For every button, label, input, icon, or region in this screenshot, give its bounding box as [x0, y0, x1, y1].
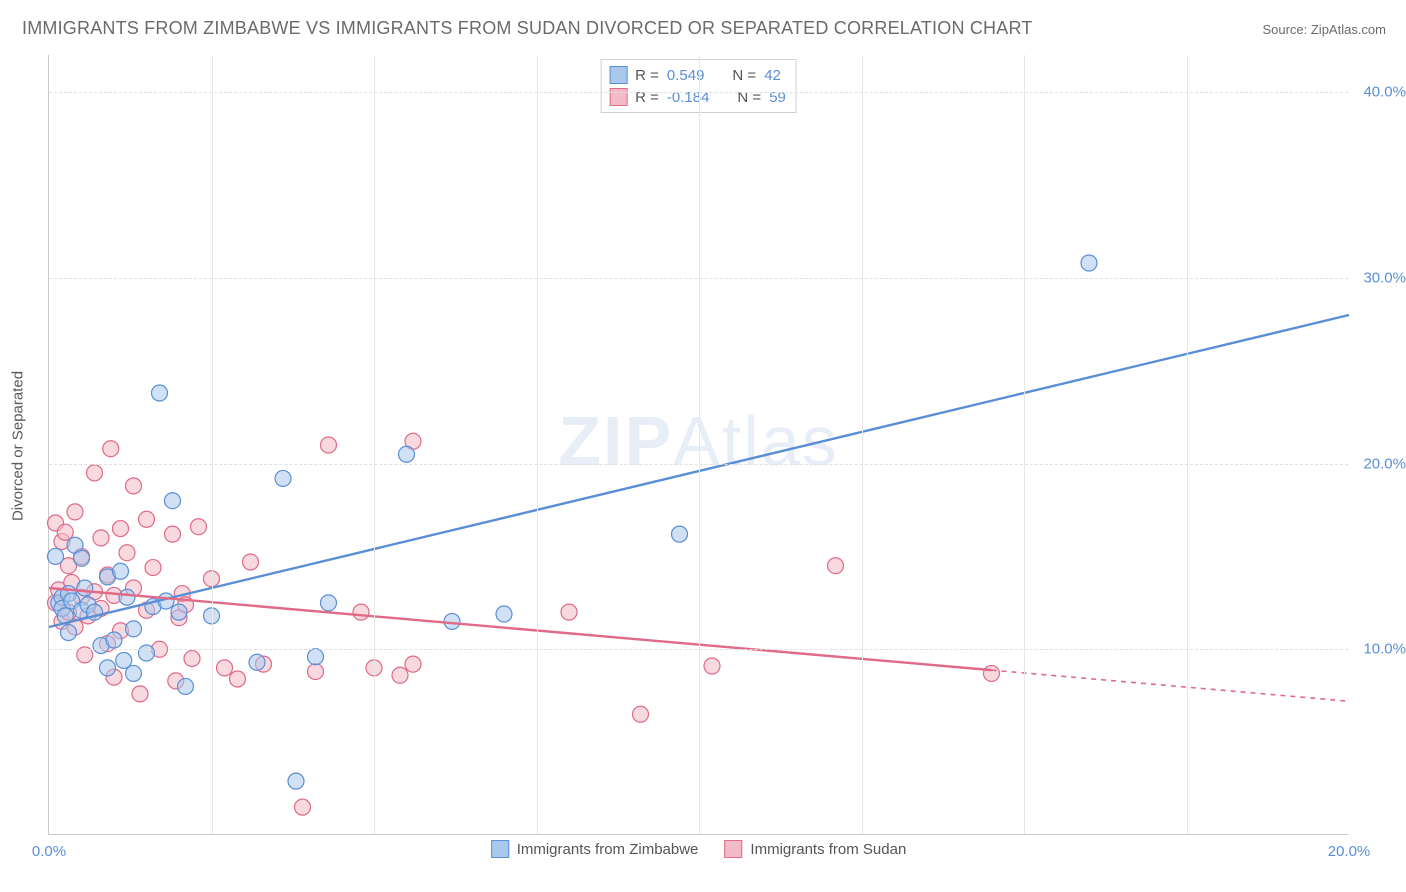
- source-value: ZipAtlas.com: [1311, 22, 1386, 37]
- legend-label-sudan: Immigrants from Sudan: [750, 841, 906, 858]
- scatter-point: [165, 493, 181, 509]
- y-tick-label: 10.0%: [1363, 641, 1406, 658]
- scatter-point: [321, 437, 337, 453]
- scatter-point: [132, 686, 148, 702]
- scatter-point: [165, 526, 181, 542]
- gridline-v: [374, 55, 375, 834]
- scatter-point: [61, 625, 77, 641]
- scatter-point: [230, 671, 246, 687]
- scatter-point: [139, 511, 155, 527]
- gridline-v: [1024, 55, 1025, 834]
- scatter-point: [77, 580, 93, 596]
- y-tick-label: 20.0%: [1363, 455, 1406, 472]
- scatter-point: [288, 773, 304, 789]
- x-tick-label: 20.0%: [1328, 843, 1371, 860]
- scatter-point: [633, 706, 649, 722]
- scatter-point: [178, 678, 194, 694]
- gridline-v: [862, 55, 863, 834]
- scatter-point: [321, 595, 337, 611]
- scatter-point: [126, 665, 142, 681]
- scatter-point: [67, 504, 83, 520]
- legend-swatch-sudan-b: [724, 840, 742, 858]
- legend-swatch-zimbabwe-b: [491, 840, 509, 858]
- chart-container: IMMIGRANTS FROM ZIMBABWE VS IMMIGRANTS F…: [0, 0, 1406, 892]
- scatter-point: [308, 664, 324, 680]
- scatter-point: [275, 470, 291, 486]
- scatter-point: [74, 550, 90, 566]
- scatter-point: [249, 654, 265, 670]
- scatter-point: [496, 606, 512, 622]
- gridline-v: [212, 55, 213, 834]
- scatter-point: [93, 530, 109, 546]
- scatter-point: [191, 519, 207, 535]
- scatter-point: [405, 656, 421, 672]
- y-axis-title: Divorced or Separated: [10, 371, 27, 521]
- gridline-v: [537, 55, 538, 834]
- scatter-point: [126, 478, 142, 494]
- plot-area: ZIPAtlas R = 0.549 N = 42 R = -0.184 N =…: [48, 55, 1348, 835]
- scatter-point: [184, 651, 200, 667]
- scatter-point: [48, 548, 64, 564]
- scatter-point: [100, 660, 116, 676]
- source-label: Source:: [1262, 22, 1310, 37]
- y-tick-label: 30.0%: [1363, 269, 1406, 286]
- source-attribution: Source: ZipAtlas.com: [1262, 22, 1386, 37]
- scatter-point: [399, 446, 415, 462]
- chart-title: IMMIGRANTS FROM ZIMBABWE VS IMMIGRANTS F…: [22, 18, 1033, 39]
- scatter-point: [672, 526, 688, 542]
- scatter-point: [171, 604, 187, 620]
- scatter-point: [119, 545, 135, 561]
- scatter-point: [828, 558, 844, 574]
- scatter-point: [353, 604, 369, 620]
- scatter-point: [113, 521, 129, 537]
- legend-item-zimbabwe: Immigrants from Zimbabwe: [491, 840, 699, 858]
- legend-series: Immigrants from Zimbabwe Immigrants from…: [491, 840, 907, 858]
- scatter-point: [119, 589, 135, 605]
- scatter-point: [139, 645, 155, 661]
- scatter-point: [295, 799, 311, 815]
- scatter-point: [106, 632, 122, 648]
- scatter-point: [145, 560, 161, 576]
- scatter-point: [984, 665, 1000, 681]
- scatter-point: [243, 554, 259, 570]
- scatter-point: [1081, 255, 1097, 271]
- scatter-point: [126, 621, 142, 637]
- gridline-v: [699, 55, 700, 834]
- scatter-point: [392, 667, 408, 683]
- gridline-v: [1187, 55, 1188, 834]
- scatter-point: [87, 465, 103, 481]
- legend-item-sudan: Immigrants from Sudan: [724, 840, 906, 858]
- scatter-point: [103, 441, 119, 457]
- scatter-point: [217, 660, 233, 676]
- legend-label-zimbabwe: Immigrants from Zimbabwe: [517, 841, 699, 858]
- scatter-point: [561, 604, 577, 620]
- y-tick-label: 40.0%: [1363, 84, 1406, 101]
- scatter-point: [704, 658, 720, 674]
- scatter-point: [113, 563, 129, 579]
- trend-line-extrapolated: [992, 670, 1350, 701]
- scatter-point: [308, 649, 324, 665]
- scatter-point: [152, 385, 168, 401]
- x-tick-label: 0.0%: [32, 843, 66, 860]
